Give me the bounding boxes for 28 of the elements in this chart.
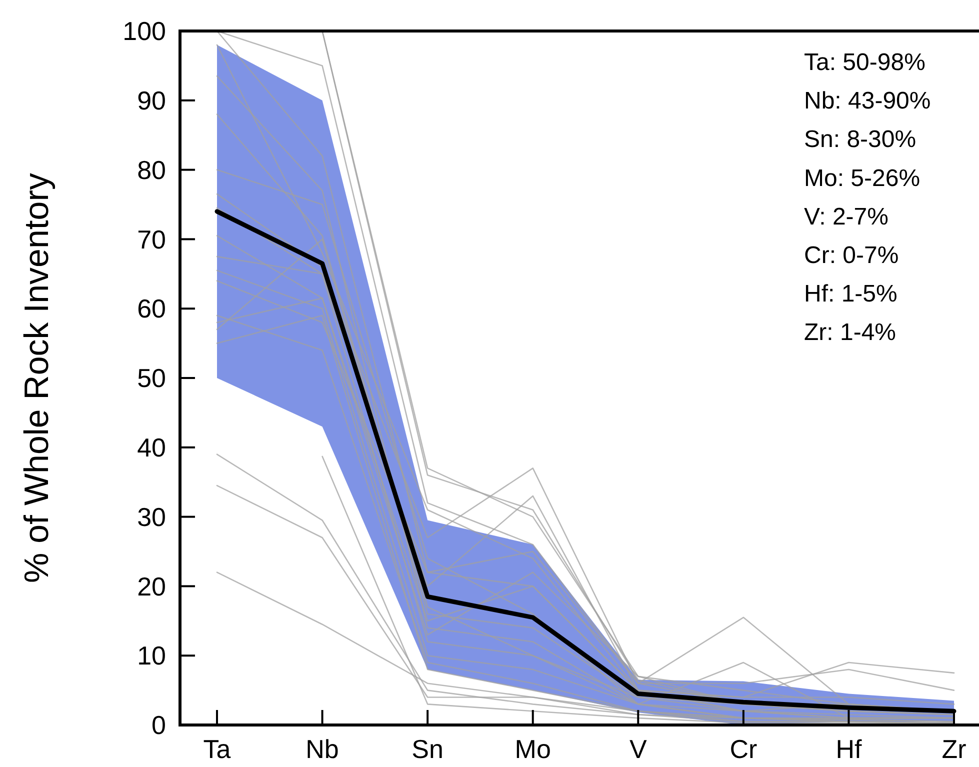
annotation: Ta: 50-98% [804,49,926,76]
y-tick-label: 50 [137,363,166,394]
y-tick-label: 40 [137,432,166,462]
annotation: Mo: 5-26% [804,164,920,192]
y-tick-label: 90 [137,86,166,116]
y-tick-label: 60 [137,294,166,324]
annotation: Sn: 8-30% [804,126,916,154]
y-tick-label: 20 [137,571,166,602]
annotation: Nb: 43-90% [804,88,931,115]
annotation: V: 2-7% [804,203,888,230]
x-tick-label: Sn [412,734,444,764]
y-tick-label: 30 [137,502,166,532]
y-tick-label: 80 [137,154,166,185]
annotation: Zr: 1-4% [804,319,896,346]
x-tick-label: Ta [203,734,232,764]
x-tick-label: Hf [836,734,862,764]
x-tick-label: Cr [730,734,758,764]
x-tick-label: V [629,734,648,764]
y-tick-label: 100 [122,16,166,46]
y-tick-label: 10 [137,640,166,671]
x-tick-label: Nb [306,734,339,764]
y-tick-label: 70 [137,224,166,254]
annotation: Cr: 0-7% [804,242,899,269]
x-tick-label: Mo [514,734,551,764]
y-axis-title: % of Whole Rock Inventory [18,172,56,584]
x-tick-label: Zr [942,734,967,764]
y-tick-label: 0 [152,710,166,740]
annotation: Hf: 1-5% [804,280,898,308]
